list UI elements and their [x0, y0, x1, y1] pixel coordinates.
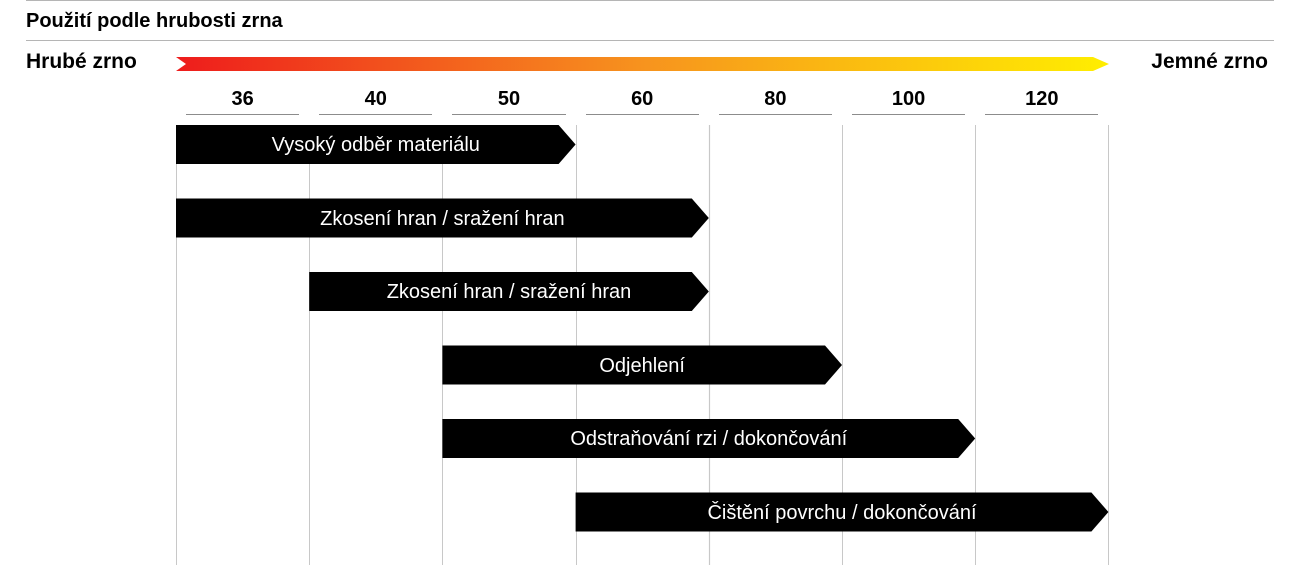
grit-label-100: 100: [852, 86, 966, 115]
grit-label-40: 40: [319, 86, 433, 115]
grit-label-60: 60: [585, 86, 699, 115]
application-bar: [575, 492, 1109, 532]
page-title: Použití podle hrubosti zrna: [26, 10, 283, 32]
application-bar: [442, 345, 842, 385]
application-bar: [176, 125, 576, 164]
application-bar-label: Odstraňování rzi / dokončování: [570, 428, 848, 450]
fine-grit-label: Jemné zrno: [1151, 50, 1268, 73]
application-bar-label: Zkosení hran / sražení hran: [320, 207, 565, 230]
grit-label-50: 50: [452, 86, 566, 115]
title-underline: [26, 40, 1274, 41]
grit-label-120: 120: [985, 86, 1099, 115]
gridlines: [176, 125, 1109, 565]
application-bar: [176, 198, 709, 238]
grit-label-36: 36: [186, 86, 300, 115]
application-bar-label: Vysoký odběr materiálu: [271, 134, 480, 156]
application-bars: [176, 125, 1109, 532]
application-bar-label: Zkosení hran / sražení hran: [386, 281, 632, 303]
application-bar-label: Čištění povrchu / dokončování: [707, 501, 977, 524]
gradient-arrow-shape: [176, 57, 1109, 71]
grit-scale-gradient-arrow: [176, 57, 1109, 71]
application-bar: [309, 272, 709, 311]
coarse-grit-label: Hrubé zrno: [26, 50, 137, 73]
application-bar-label: Odjehlení: [599, 354, 685, 377]
top-rule: [26, 0, 1274, 1]
grit-label-80: 80: [718, 86, 833, 115]
application-bar: [442, 419, 976, 458]
